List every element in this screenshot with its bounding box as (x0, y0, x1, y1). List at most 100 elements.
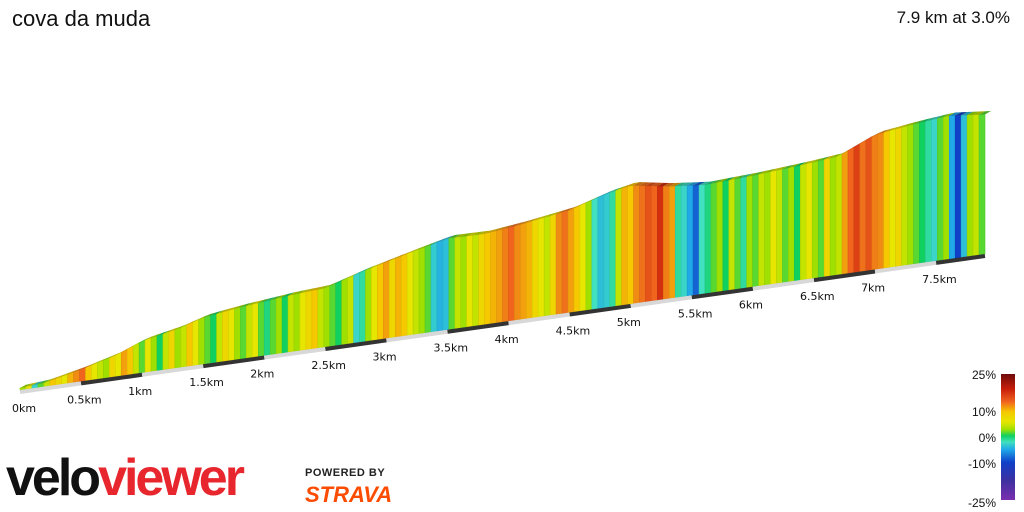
profile-segment-top (174, 324, 187, 330)
profile-segment-top (389, 255, 402, 261)
profile-segment (907, 123, 914, 266)
profile-segment (794, 164, 801, 282)
profile-segment (198, 316, 205, 366)
distance-tick-label: 6km (739, 299, 763, 312)
profile-segment-top (335, 277, 348, 284)
profile-segment (180, 324, 188, 368)
distance-axis-block (752, 278, 815, 291)
profile-segment-top (276, 293, 289, 299)
profile-segment (412, 248, 420, 335)
profile-segment-top (573, 202, 586, 209)
profile-segment (758, 172, 765, 287)
profile-segment (275, 296, 283, 355)
profile-segment (960, 114, 968, 258)
profile-segment-top (597, 191, 610, 198)
profile-segment (937, 116, 944, 262)
distance-axis-block (264, 346, 326, 360)
profile-segment-top (377, 259, 390, 266)
profile-segment-top (734, 174, 747, 180)
profile-segment (73, 369, 80, 383)
distance-axis-block (935, 254, 986, 265)
profile-segment (394, 255, 402, 338)
legend-label: -10% (967, 457, 996, 471)
profile-segment (138, 339, 146, 374)
profile-segment-top (675, 182, 688, 187)
profile-segment-top (883, 127, 896, 133)
profile-segment-top (383, 257, 396, 264)
profile-segment-top (663, 182, 676, 187)
profile-segment (252, 302, 259, 358)
profile-segment (460, 235, 468, 329)
profile-segment-top (925, 116, 938, 122)
profile-segment-top (794, 161, 807, 167)
profile-segment-top (824, 154, 837, 160)
profile-segment (168, 329, 176, 370)
profile-segment-top (514, 221, 527, 227)
profile-segment-top (490, 227, 503, 233)
profile-segment (788, 166, 795, 283)
profile-segment (537, 217, 545, 318)
profile-segment-top (788, 163, 801, 168)
profile-segment (383, 260, 390, 340)
profile-segment (621, 186, 628, 306)
profile-segment-top (97, 356, 110, 363)
legend-label: 0% (978, 431, 996, 445)
profile-segment (645, 185, 652, 303)
profile-segment (377, 262, 384, 340)
profile-segment (520, 222, 527, 320)
profile-segment-top (49, 375, 62, 381)
distance-axis-block (80, 372, 143, 386)
profile-segment-top (693, 181, 706, 186)
profile-segment-top (812, 157, 825, 163)
profile-segment-top (288, 291, 301, 296)
profile-segment (287, 294, 295, 353)
profile-segment-top (639, 182, 652, 186)
profile-segment (240, 305, 247, 360)
profile-segment (502, 227, 509, 323)
profile-segment-top (329, 280, 342, 286)
profile-segment-top (353, 269, 366, 276)
profile-segment (776, 168, 783, 284)
profile-segment (484, 231, 491, 325)
profile-segment-top (705, 180, 717, 185)
profile-segment-top (25, 382, 38, 387)
distance-axis-block (141, 364, 204, 377)
profile-segment-top (520, 219, 533, 225)
profile-segment-top (538, 214, 551, 220)
profile-segment (698, 184, 706, 295)
legend-label: -25% (967, 496, 996, 510)
profile-segment (311, 289, 319, 350)
profile-segment-top (579, 199, 592, 206)
profile-segment (97, 359, 104, 380)
legend-label: 10% (971, 405, 996, 419)
profile-segment (335, 280, 342, 346)
profile-segment-top (79, 364, 92, 371)
profile-segment (573, 205, 581, 313)
profile-segment-top (603, 189, 616, 195)
profile-segment-top (37, 379, 50, 385)
profile-segment (716, 180, 724, 293)
profile-segment-top (67, 368, 80, 375)
profile-segment-top (442, 234, 455, 241)
profile-segment (186, 321, 194, 367)
strava-logo: STRAVA (305, 482, 393, 507)
profile-segment-top (710, 179, 723, 184)
profile-segment-top (401, 250, 414, 257)
profile-segment (79, 367, 86, 382)
profile-segment-top (151, 332, 164, 338)
profile-segment-top (591, 194, 604, 201)
distance-axis-block (508, 312, 570, 326)
profile-segment-top (758, 169, 771, 175)
profile-segment-top (782, 164, 795, 170)
distance-tick-label: 2.5km (311, 359, 346, 372)
profile-segment (811, 160, 819, 279)
profile-segment (722, 179, 730, 292)
profile-segment (305, 290, 313, 351)
profile-segment (651, 185, 658, 302)
profile-segment (246, 304, 253, 359)
profile-segment (686, 185, 694, 297)
profile-segment-top (246, 301, 259, 306)
profile-segment (710, 182, 718, 293)
profile-segment (109, 354, 116, 378)
profile-segment-top (716, 178, 729, 183)
